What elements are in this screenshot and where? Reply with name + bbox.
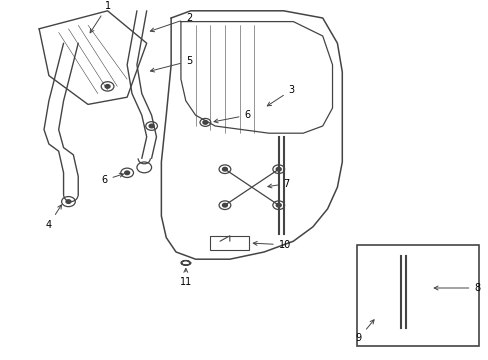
Text: 6: 6 [101, 173, 123, 185]
Text: 3: 3 [267, 85, 294, 106]
Circle shape [66, 200, 71, 203]
Text: 8: 8 [433, 283, 480, 293]
Circle shape [378, 318, 384, 323]
Circle shape [389, 323, 392, 325]
Text: 7: 7 [267, 179, 289, 189]
Circle shape [124, 171, 129, 175]
Circle shape [222, 167, 227, 171]
Text: 9: 9 [355, 320, 373, 343]
Bar [210, 236, 249, 250]
Circle shape [369, 308, 373, 311]
Text: 6: 6 [214, 110, 250, 123]
Bar [356, 245, 478, 346]
Circle shape [276, 167, 281, 171]
Text: 10: 10 [253, 240, 290, 250]
Circle shape [388, 314, 392, 316]
Text: 4: 4 [46, 205, 61, 230]
Text: 1: 1 [90, 1, 110, 33]
Circle shape [369, 265, 373, 268]
Text: 11: 11 [179, 269, 192, 287]
Circle shape [276, 203, 281, 207]
Circle shape [427, 308, 431, 311]
Text: 2: 2 [150, 13, 192, 32]
Circle shape [222, 203, 227, 207]
Circle shape [105, 85, 110, 88]
Circle shape [203, 121, 207, 124]
Circle shape [427, 265, 431, 268]
Circle shape [149, 124, 154, 128]
Text: 5: 5 [150, 56, 192, 72]
